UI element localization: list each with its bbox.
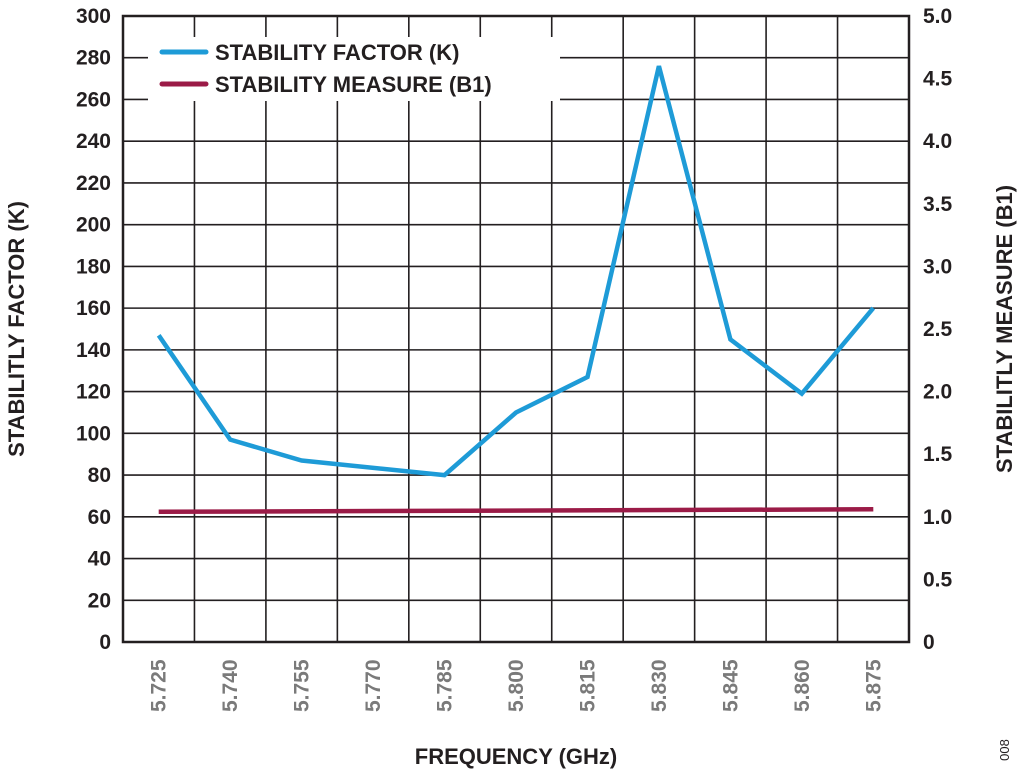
- left-tick-label: 60: [88, 506, 111, 529]
- x-axis-ticks: 5.725 5.740 5.755 5.770 5.785 5.800 5.815 5.830…: [148, 659, 886, 712]
- right-tick-label: 4.5: [923, 68, 953, 91]
- figure-id: 008: [997, 739, 1012, 761]
- x-tick-label: 5.800: [505, 659, 528, 712]
- left-tick-label: 80: [88, 464, 111, 487]
- right-tick-label: 3.0: [923, 255, 952, 278]
- legend: STABILITY FACTOR (K) STABILITY MEASURE (…: [148, 37, 560, 101]
- right-tick-label: 1.5: [923, 443, 953, 466]
- series-line-stability-factor: [156, 65, 876, 478]
- x-tick-label: 5.725: [148, 659, 171, 712]
- left-tick-label: 220: [76, 172, 111, 195]
- right-tick-label: 3.5: [923, 193, 953, 216]
- right-tick-label: 2.5: [923, 318, 953, 341]
- x-tick-label: 5.785: [434, 659, 457, 712]
- x-tick-label: 5.755: [291, 659, 314, 712]
- left-tick-label: 180: [76, 255, 111, 278]
- right-tick-label: 1.0: [923, 506, 952, 529]
- left-tick-label: 40: [88, 548, 111, 571]
- left-tick-label: 300: [76, 5, 111, 28]
- right-axis-title: STABILITLY MEASURE (B1): [992, 185, 1017, 473]
- x-axis-title: FREQUENCY (GHz): [415, 744, 618, 769]
- left-tick-label: 0: [99, 631, 111, 654]
- left-tick-label: 280: [76, 47, 111, 70]
- x-tick-label: 5.875: [862, 659, 885, 712]
- left-tick-label: 120: [76, 381, 111, 404]
- left-tick-label: 200: [76, 214, 111, 237]
- left-tick-label: 160: [76, 297, 111, 320]
- series-line-stability-measure: [158, 507, 874, 515]
- right-tick-label: 2.0: [923, 381, 952, 404]
- x-tick-label: 5.815: [576, 659, 599, 712]
- x-tick-label: 5.740: [219, 659, 242, 712]
- left-tick-label: 20: [88, 589, 111, 612]
- right-tick-label: 0.5: [923, 568, 953, 591]
- series-layer: [156, 65, 876, 515]
- right-tick-label: 0: [923, 631, 935, 654]
- grid-lines: [123, 16, 909, 642]
- x-tick-label: 5.860: [791, 659, 814, 712]
- x-tick-label: 5.830: [648, 659, 671, 712]
- right-axis-ticks: 0 0.5 1.0 1.5 2.0 2.5 3.0 3.5 4.0 4.5 5.0: [923, 5, 953, 654]
- left-tick-label: 260: [76, 88, 111, 111]
- legend-background: [148, 37, 560, 101]
- legend-label-stability-measure: STABILITY MEASURE (B1): [215, 72, 492, 97]
- right-tick-label: 4.0: [923, 130, 952, 153]
- left-tick-label: 100: [76, 422, 111, 445]
- legend-label-stability-factor: STABILITY FACTOR (K): [215, 40, 459, 65]
- right-tick-label: 5.0: [923, 5, 952, 28]
- x-tick-label: 5.770: [362, 659, 385, 712]
- left-tick-label: 140: [76, 339, 111, 362]
- left-axis-title: STABILITLY FACTOR (K): [4, 201, 29, 457]
- x-tick-label: 5.845: [719, 659, 742, 712]
- left-tick-label: 240: [76, 130, 111, 153]
- plot-area-frame: [121, 14, 911, 644]
- left-axis-ticks: 0 20 40 60 80 100 120 140 160 180 200 220 240 260 280 3…: [76, 5, 111, 654]
